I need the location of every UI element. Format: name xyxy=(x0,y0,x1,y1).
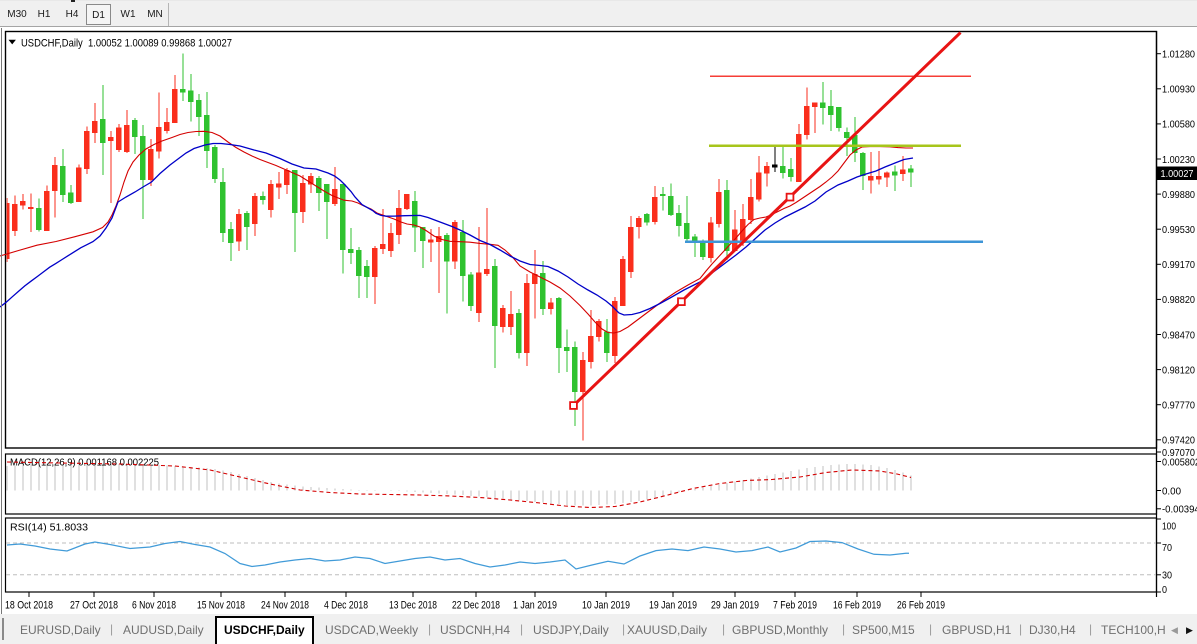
svg-text:0.98470: 0.98470 xyxy=(1162,329,1195,341)
svg-text:10 Jan 2019: 10 Jan 2019 xyxy=(582,600,630,612)
svg-text:100: 100 xyxy=(1162,520,1176,532)
svg-text:18 Oct 2018: 18 Oct 2018 xyxy=(5,600,53,612)
svg-text:22 Dec 2018: 22 Dec 2018 xyxy=(452,600,500,612)
svg-text:USDCHF,Daily 1.00052 1.00089: USDCHF,Daily 1.00052 1.00089 0.99868 1.0… xyxy=(21,38,232,50)
svg-text:27 Oct 2018: 27 Oct 2018 xyxy=(70,600,118,612)
svg-text:0.97420: 0.97420 xyxy=(1162,435,1195,447)
svg-text:1 Jan 2019: 1 Jan 2019 xyxy=(513,600,557,612)
svg-text:0.005802: 0.005802 xyxy=(1162,456,1197,468)
svg-text:0: 0 xyxy=(1162,584,1167,596)
svg-text:0.00: 0.00 xyxy=(1162,485,1181,497)
svg-text:13 Dec 2018: 13 Dec 2018 xyxy=(389,600,437,612)
svg-text:1.00230: 1.00230 xyxy=(1162,154,1195,166)
svg-text:16 Feb 2019: 16 Feb 2019 xyxy=(833,600,881,612)
svg-text:6 Nov 2018: 6 Nov 2018 xyxy=(132,600,176,612)
svg-text:70: 70 xyxy=(1162,542,1172,554)
svg-text:4 Dec 2018: 4 Dec 2018 xyxy=(324,600,368,612)
svg-text:0.97770: 0.97770 xyxy=(1162,400,1195,412)
svg-text:1.00027: 1.00027 xyxy=(1161,168,1194,180)
svg-text:-0.003945: -0.003945 xyxy=(1162,504,1197,516)
svg-text:0.99170: 0.99170 xyxy=(1162,259,1195,271)
svg-text:1.00930: 1.00930 xyxy=(1162,84,1195,96)
svg-text:30: 30 xyxy=(1162,569,1172,581)
svg-text:1.01280: 1.01280 xyxy=(1162,49,1195,61)
svg-text:0.97070: 0.97070 xyxy=(1162,447,1195,459)
svg-text:24 Nov 2018: 24 Nov 2018 xyxy=(261,600,309,612)
svg-text:0.98820: 0.98820 xyxy=(1162,294,1195,306)
svg-text:7 Feb 2019: 7 Feb 2019 xyxy=(773,600,817,612)
svg-text:0.98120: 0.98120 xyxy=(1162,364,1195,376)
svg-text:0.99530: 0.99530 xyxy=(1162,224,1195,236)
svg-text:1.00580: 1.00580 xyxy=(1162,119,1195,131)
svg-text:29 Jan 2019: 29 Jan 2019 xyxy=(711,600,759,612)
svg-text:26 Feb 2019: 26 Feb 2019 xyxy=(897,600,945,612)
svg-text:19 Jan 2019: 19 Jan 2019 xyxy=(649,600,697,612)
svg-text:RSI(14) 51.8033: RSI(14) 51.8033 xyxy=(10,523,88,534)
svg-text:0.99880: 0.99880 xyxy=(1162,189,1195,201)
svg-text:15 Nov 2018: 15 Nov 2018 xyxy=(197,600,245,612)
